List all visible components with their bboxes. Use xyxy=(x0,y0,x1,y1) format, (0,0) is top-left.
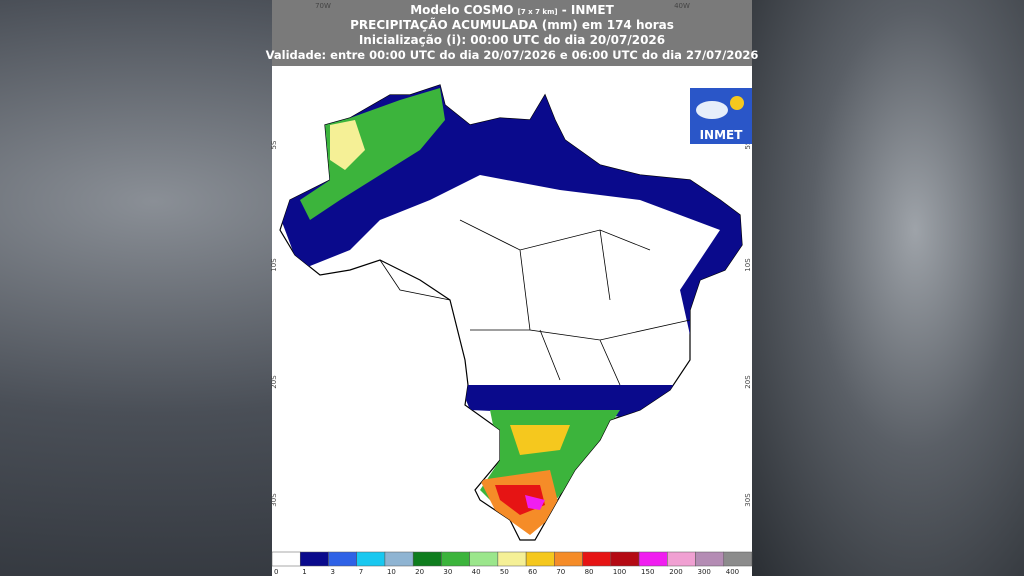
header-band xyxy=(272,0,752,66)
legend-label: 60 xyxy=(528,568,537,576)
legend: 0 1 3 7 10 20 30 40 50 60 70 80 100 150 200 300 400 xyxy=(271,551,753,576)
lat-label: 10S xyxy=(270,258,278,272)
legend-label: 300 xyxy=(698,568,711,576)
logo-text: INMET xyxy=(700,128,744,142)
source: - INMET xyxy=(562,3,615,17)
lon-label: 40W xyxy=(674,2,690,10)
legend-swatch xyxy=(582,551,612,567)
resolution: [7 x 7 km] xyxy=(518,8,558,16)
lat-label: 30S xyxy=(744,493,752,507)
legend-label: 50 xyxy=(500,568,509,576)
legend-label: 200 xyxy=(669,568,682,576)
lon-label: 70W xyxy=(315,2,331,10)
legend-swatch xyxy=(695,551,725,567)
legend-swatch xyxy=(271,551,301,567)
lat-label: 20S xyxy=(270,375,278,389)
legend-swatch xyxy=(497,551,527,567)
legend-swatch xyxy=(412,551,442,567)
logo-cloud xyxy=(696,101,728,119)
background-right xyxy=(752,0,1024,576)
lat-label: 20S xyxy=(744,375,752,389)
model: Modelo COSMO xyxy=(410,3,513,17)
lat-label: 10S xyxy=(744,258,752,272)
legend-label: 70 xyxy=(556,568,565,576)
legend-label: 10 xyxy=(387,568,396,576)
legend-label: 3 xyxy=(330,568,334,576)
legend-label: 30 xyxy=(443,568,452,576)
legend-swatch xyxy=(299,551,329,567)
legend-swatch xyxy=(441,551,470,567)
init: Inicialização (i): 00:00 UTC do dia 20/0… xyxy=(359,33,665,47)
title: PRECIPITAÇÃO ACUMULADA (mm) em 174 horas xyxy=(350,17,674,32)
legend-label: 100 xyxy=(613,568,626,576)
legend-swatch xyxy=(554,551,583,567)
lat-label: 5S xyxy=(744,140,752,149)
legend-swatch xyxy=(356,551,386,567)
legend-swatch xyxy=(667,551,696,567)
logo-sun xyxy=(730,96,744,110)
legend-swatch xyxy=(328,551,357,567)
legend-swatch xyxy=(384,551,414,567)
legend-swatch xyxy=(638,551,668,567)
legend-label: 40 xyxy=(472,568,481,576)
lat-label: 5S xyxy=(270,140,278,149)
legend-swatch xyxy=(723,551,753,567)
legend-label: 400 xyxy=(726,568,739,576)
legend-swatch xyxy=(610,551,640,567)
lat-label: 30S xyxy=(270,493,278,507)
legend-label: 20 xyxy=(415,568,424,576)
legend-label: 150 xyxy=(641,568,654,576)
header-line: Modelo COSMO [7 x 7 km] - INMET xyxy=(410,3,614,17)
validity: Validade: entre 00:00 UTC do dia 20/07/2… xyxy=(266,48,759,62)
legend-label: 1 xyxy=(302,568,306,576)
legend-swatch xyxy=(469,551,499,567)
legend-label: 0 xyxy=(274,568,278,576)
legend-label: 80 xyxy=(585,568,594,576)
legend-label: 7 xyxy=(359,568,363,576)
legend-swatch xyxy=(525,551,555,567)
